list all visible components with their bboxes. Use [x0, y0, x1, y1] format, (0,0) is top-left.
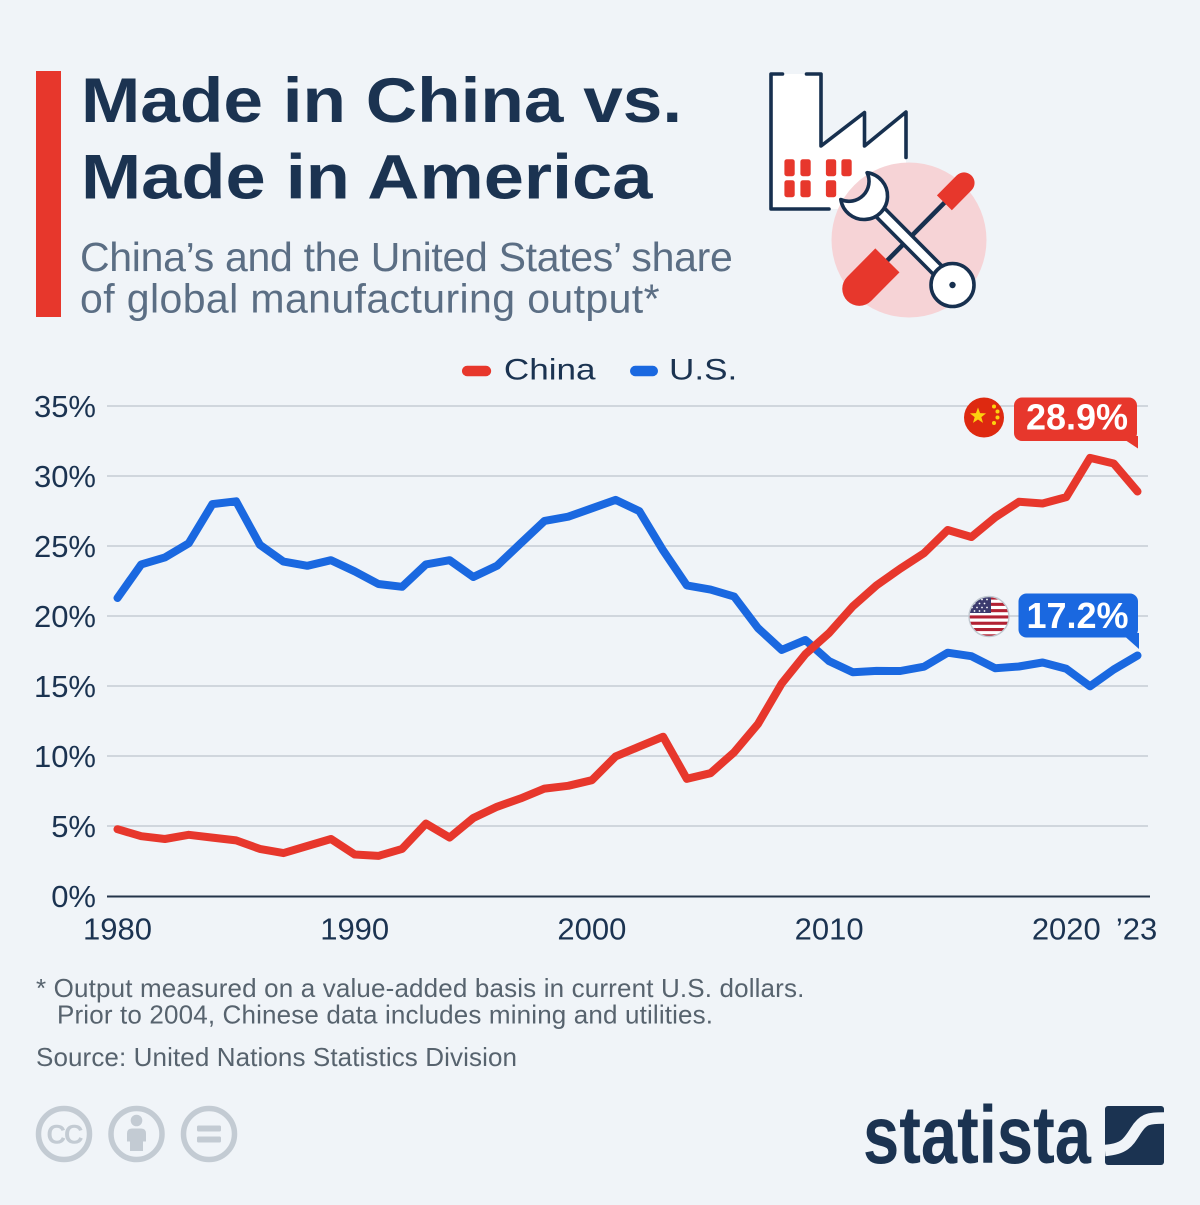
svg-text:1980: 1980 — [83, 912, 152, 947]
svg-text:Prior to 2004, Chinese data in: Prior to 2004, Chinese data includes min… — [57, 1000, 713, 1030]
svg-text:China’s and the United States’: China’s and the United States’ share — [80, 234, 732, 280]
svg-text:1990: 1990 — [320, 912, 389, 947]
svg-text:Made in America: Made in America — [81, 143, 654, 213]
svg-text:’23: ’23 — [1116, 912, 1157, 947]
svg-text:of global manufacturing output: of global manufacturing output* — [80, 276, 660, 322]
svg-text:Source: United Nations Statist: Source: United Nations Statistics Divisi… — [36, 1042, 517, 1072]
svg-text:17.2%: 17.2% — [1026, 595, 1128, 636]
svg-text:CC: CC — [47, 1120, 83, 1150]
svg-text:0%: 0% — [51, 879, 96, 914]
svg-text:28.9%: 28.9% — [1026, 397, 1128, 438]
svg-text:2010: 2010 — [795, 912, 864, 947]
svg-text:35%: 35% — [34, 389, 96, 424]
svg-text:China: China — [504, 352, 597, 386]
svg-text:5%: 5% — [51, 809, 96, 844]
svg-text:20%: 20% — [34, 599, 96, 634]
svg-text:* Output measured on a value-a: * Output measured on a value-added basis… — [36, 973, 805, 1003]
svg-text:U.S.: U.S. — [669, 352, 737, 386]
svg-text:10%: 10% — [34, 739, 96, 774]
svg-text:25%: 25% — [34, 529, 96, 564]
svg-text:2020: 2020 — [1032, 912, 1101, 947]
svg-text:Made in China vs.: Made in China vs. — [81, 66, 682, 136]
svg-text:statista: statista — [863, 1090, 1092, 1181]
svg-text:30%: 30% — [34, 459, 96, 494]
svg-text:2000: 2000 — [557, 912, 626, 947]
svg-text:15%: 15% — [34, 669, 96, 704]
